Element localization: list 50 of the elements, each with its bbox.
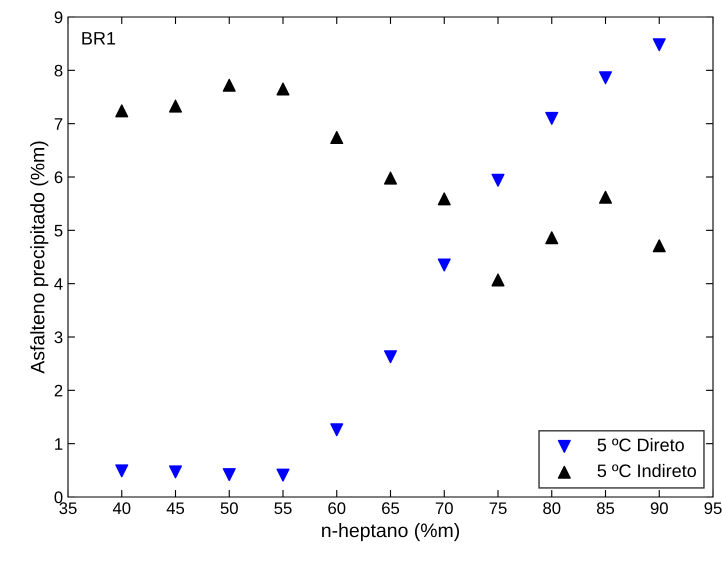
- y-tick-label: 3: [54, 331, 62, 344]
- point: [384, 172, 398, 185]
- legend-label: 5 ºC Indireto: [598, 464, 696, 478]
- point: [115, 464, 128, 478]
- x-tick-label: 95: [704, 502, 722, 514]
- x-axis-title: n-heptano (%m): [322, 522, 460, 542]
- point: [222, 78, 236, 92]
- point: [598, 190, 612, 204]
- x-tick-label: 60: [328, 502, 346, 514]
- y-tick-label: 5: [54, 224, 62, 237]
- x-tick-label: 50: [220, 502, 238, 514]
- y-tick-label: 2: [54, 384, 62, 396]
- x-tick-label: 80: [543, 502, 560, 514]
- annotation: BR1: [82, 32, 116, 44]
- x-tick-label: 85: [596, 502, 614, 514]
- y-tick-label: 9: [54, 11, 62, 24]
- y-tick-label: 7: [54, 118, 62, 130]
- x-tick-label: 70: [436, 502, 453, 514]
- point: [222, 468, 236, 482]
- point: [491, 273, 505, 286]
- point: [652, 38, 666, 52]
- legend-label: 5 ºC Direto: [598, 438, 684, 452]
- x-tick-label: 90: [650, 502, 668, 514]
- x-tick-label: 35: [59, 502, 77, 514]
- point: [545, 112, 558, 125]
- point: [115, 104, 128, 118]
- point: [330, 131, 344, 144]
- y-tick-label: 1: [55, 438, 62, 450]
- y-tick-label: 8: [54, 64, 62, 77]
- x-tick-label: 65: [382, 502, 400, 514]
- point: [330, 423, 344, 436]
- x-tick-label: 45: [166, 502, 184, 514]
- point: [168, 465, 182, 478]
- y-tick-label: 4: [54, 278, 63, 290]
- point: [438, 192, 451, 206]
- y-tick-label: 0: [54, 491, 62, 504]
- point: [652, 239, 666, 252]
- point: [598, 71, 612, 84]
- x-tick-label: 55: [274, 502, 292, 514]
- x-tick-label: 75: [490, 502, 507, 514]
- point: [491, 174, 505, 187]
- x-tick-label: 40: [112, 502, 130, 514]
- y-tick-label: 6: [54, 171, 62, 184]
- point: [545, 231, 558, 244]
- y-axis-title: Asfalteno precipitado (%m): [30, 141, 48, 374]
- point: [384, 350, 398, 364]
- point: [438, 258, 451, 272]
- point: [276, 82, 290, 96]
- point: [168, 100, 182, 113]
- point: [276, 468, 290, 482]
